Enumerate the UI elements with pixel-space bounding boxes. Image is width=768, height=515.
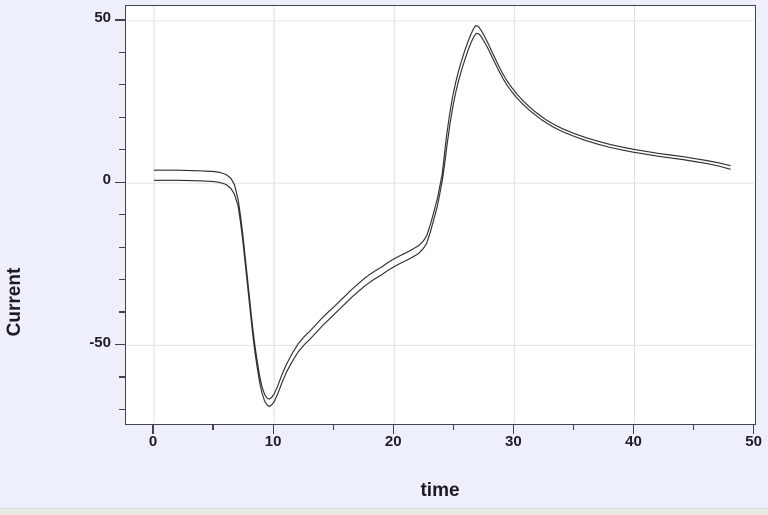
x-tick-label: 10 <box>264 433 282 450</box>
current-trace-2 <box>154 32 731 408</box>
y-tick-minor <box>119 214 125 216</box>
y-tick-label: -50 <box>89 333 111 351</box>
y-tick-label: 0 <box>102 171 111 189</box>
x-tick-label: 20 <box>384 433 402 450</box>
chart-svg <box>126 6 754 423</box>
y-tick-major <box>115 343 125 346</box>
x-tick-major <box>152 425 154 434</box>
x-axis-title: time <box>420 480 460 501</box>
current-trace-1 <box>154 24 731 400</box>
y-tick-minor <box>119 149 125 151</box>
y-tick-minor <box>119 278 125 281</box>
y-axis-title: Current <box>4 267 25 337</box>
y-tick-major <box>115 181 125 183</box>
x-tick-major <box>272 425 274 434</box>
x-tick-minor <box>452 425 454 430</box>
x-tick-minor <box>572 425 574 430</box>
x-tick-label: 0 <box>148 433 158 450</box>
y-tick-minor <box>119 84 125 86</box>
plot-area[interactable] <box>125 5 756 425</box>
x-tick-label: 30 <box>505 433 522 450</box>
x-tick-minor <box>692 425 695 430</box>
y-tick-major <box>115 19 125 21</box>
x-tick-minor <box>332 425 334 430</box>
y-tick-minor <box>119 51 125 53</box>
y-tick-minor <box>119 246 125 248</box>
y-tick-minor <box>119 376 125 378</box>
y-tick-label: 50 <box>94 8 111 26</box>
x-tick-major <box>632 425 635 434</box>
x-tick-major <box>512 425 515 434</box>
y-tick-minor <box>119 116 125 118</box>
x-tick-minor <box>212 425 214 430</box>
bottom-strip <box>0 508 768 515</box>
y-tick-minor <box>119 408 125 410</box>
x-tick-label: 40 <box>625 433 642 450</box>
y-tick-minor <box>119 311 125 313</box>
x-tick-major <box>392 425 394 434</box>
x-tick-label: 50 <box>745 433 762 450</box>
x-tick-major <box>752 425 755 434</box>
